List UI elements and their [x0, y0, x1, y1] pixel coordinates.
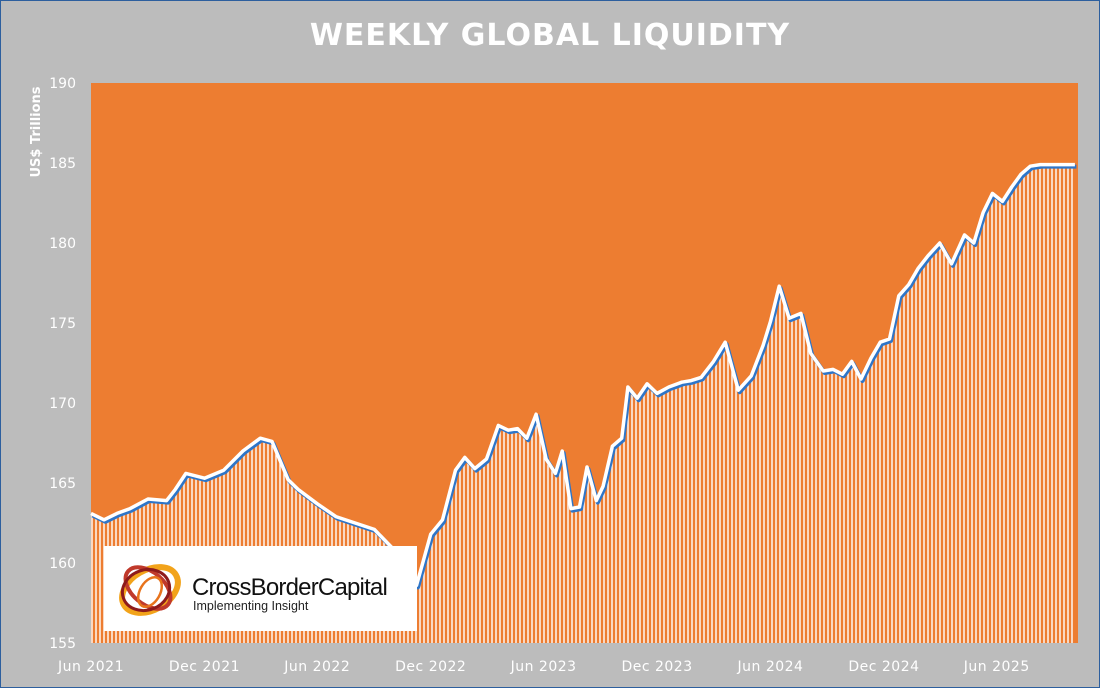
x-tick-label: Jun 2023 — [510, 659, 577, 675]
x-tick-label: Jun 2024 — [737, 659, 804, 675]
y-tick-label: 190 — [49, 76, 76, 92]
logo-tagline: Implementing Insight — [193, 599, 309, 613]
x-tick-label: Dec 2023 — [621, 659, 692, 675]
y-axis-label: US$ Trillions — [29, 86, 44, 177]
y-tick-label: 160 — [49, 556, 76, 572]
crossborder-logo-icon — [119, 564, 181, 616]
y-tick-label: 185 — [49, 156, 76, 172]
logo-name: CrossBorderCapital — [192, 574, 388, 601]
y-tick-label: 175 — [49, 316, 76, 332]
y-tick-label: 180 — [49, 236, 76, 252]
chart-title: WEEKLY GLOBAL LIQUIDITY — [309, 18, 791, 53]
x-tick-label: Jun 2025 — [963, 659, 1030, 675]
x-tick-label: Jun 2021 — [57, 659, 124, 675]
x-tick-label: Dec 2024 — [848, 659, 919, 675]
y-tick-label: 170 — [49, 396, 76, 412]
x-tick-label: Dec 2021 — [169, 659, 240, 675]
x-tick-label: Dec 2022 — [395, 659, 466, 675]
logo-box: CrossBorderCapital Implementing Insight — [104, 546, 417, 631]
x-tick-label: Jun 2022 — [283, 659, 350, 675]
y-tick-label: 165 — [49, 476, 76, 492]
series-line — [90, 162, 1075, 588]
y-tick-label: 155 — [49, 636, 76, 652]
